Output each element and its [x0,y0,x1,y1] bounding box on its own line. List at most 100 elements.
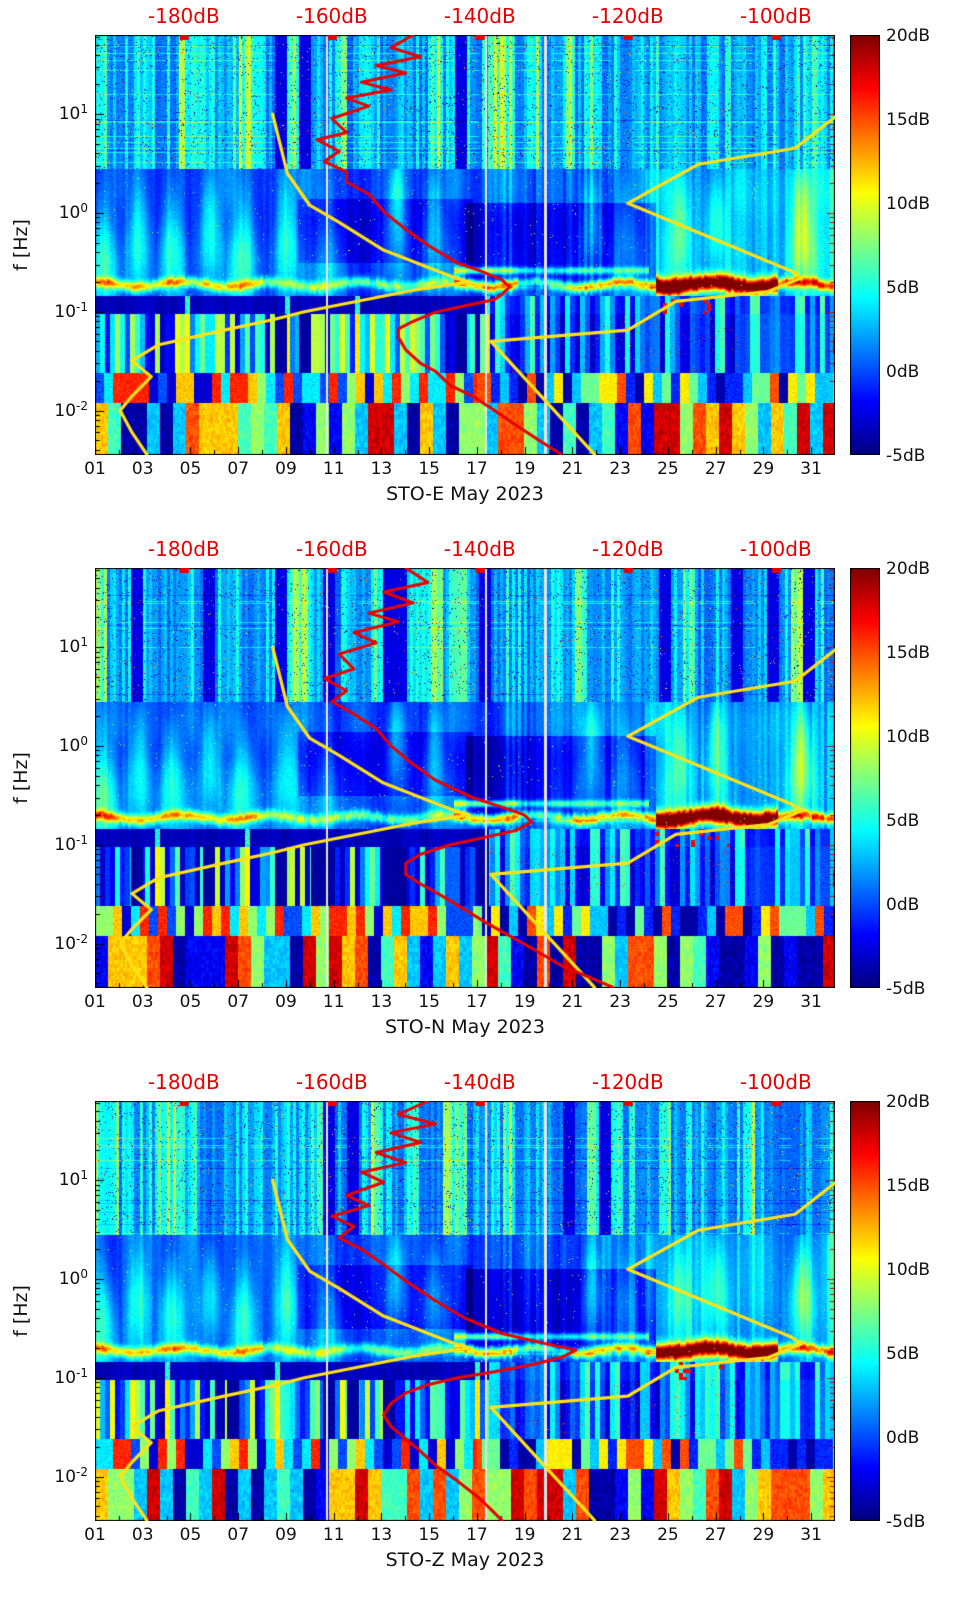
colorbar-tick-label: 0dB [886,1428,920,1448]
x-tick-label: 23 [609,459,631,479]
x-tick-label: 29 [752,1525,775,1545]
colorbar-tick-label: 5dB [886,278,920,298]
y-axis-label: f [Hz] [10,219,32,271]
x-tick-label: 09 [275,1525,297,1545]
x-tick-label: 23 [609,1525,631,1545]
x-tick-label: 03 [131,1525,154,1545]
top-db-tick-label: -100dB [739,537,812,561]
y-tick-label: 100 [58,733,88,756]
y-tick-label: 10-2 [54,1464,88,1487]
x-tick-label: 31 [800,1525,822,1545]
colorbar [850,35,880,455]
y-axis-label: f [Hz] [10,1285,32,1337]
x-tick-label: 29 [752,459,775,479]
colorbar-tick-label: 5dB [886,1344,920,1364]
panel-title: STO-E May 2023 [386,483,544,505]
colorbar-tick-label: 10dB [886,727,931,747]
x-tick-label: 09 [275,992,297,1012]
x-tick-label: 09 [275,459,297,479]
y-tick-label: 101 [58,1168,88,1190]
colorbar-tick-label: 10dB [886,1260,931,1280]
top-db-tick-label: -140dB [443,4,516,28]
top-db-tick-label: -180dB [147,4,220,28]
top-db-tick-label: -140dB [443,1070,516,1094]
top-db-tick-label: -160dB [295,4,368,28]
panel-sto-e: -180dB -160dB -140dB -120dB -100dB f [Hz] 10… [0,0,962,533]
top-db-tick-label: -120dB [591,1070,664,1094]
x-tick-label: 05 [179,992,202,1012]
colorbar [850,1101,880,1521]
y-tick-label: 100 [58,1266,88,1289]
colorbar-tick-label: 20dB [886,26,931,46]
x-tick-label: 07 [227,459,250,479]
x-tick-label: 23 [609,992,631,1012]
y-tick-label: 101 [58,635,88,657]
x-tick-label: 29 [752,992,775,1012]
y-tick-label: 10-2 [54,931,88,954]
x-tick-label: 27 [704,1525,727,1545]
x-tick-label: 19 [513,1525,536,1545]
y-tick-label: 10-1 [54,299,88,322]
x-tick-label: 19 [513,992,536,1012]
x-tick-label: 17 [466,459,488,479]
top-db-tick-label: -120dB [591,4,664,28]
spectrogram-canvas-z [95,1101,835,1521]
panel-sto-z: -180dB -160dB -140dB -120dB -100dB f [Hz] 10… [0,1066,962,1599]
colorbar-tick-label: 0dB [886,895,920,915]
top-db-tick-label: -180dB [147,1070,220,1094]
x-tick-label: 15 [418,459,441,479]
y-tick-label: 10-1 [54,1365,88,1388]
top-db-tick-label: -160dB [295,1070,368,1094]
x-tick-label: 03 [131,992,154,1012]
top-db-tick-label: -120dB [591,537,664,561]
y-tick-label: 10-1 [54,832,88,855]
x-tick-label: 11 [322,992,345,1012]
colorbar-tick-label: 20dB [886,1092,931,1112]
y-tick-label: 100 [58,200,88,223]
x-tick-label: 21 [561,459,584,479]
x-tick-label: 15 [418,992,441,1012]
colorbar [850,568,880,988]
colorbar-tick-label: 0dB [886,362,920,382]
x-tick-label: 05 [179,1525,202,1545]
colorbar-tick-label: 15dB [886,110,931,130]
panel-title: STO-Z May 2023 [385,1549,545,1571]
colorbar-tick-label: 15dB [886,1176,931,1196]
x-tick-label: 25 [657,459,679,479]
top-db-tick-label: -180dB [147,537,220,561]
x-tick-label: 19 [513,459,536,479]
top-db-tick-label: -100dB [739,1070,812,1094]
x-tick-label: 01 [84,1525,106,1545]
x-tick-label: 11 [322,1525,345,1545]
panel-title: STO-N May 2023 [385,1016,545,1038]
y-tick-label: 10-2 [54,398,88,421]
x-tick-label: 27 [704,992,727,1012]
x-tick-label: 17 [466,992,488,1012]
top-db-tick-label: -140dB [443,537,516,561]
x-tick-label: 07 [227,1525,250,1545]
x-tick-label: 31 [800,459,822,479]
panel-sto-n: -180dB -160dB -140dB -120dB -100dB f [Hz] 10… [0,533,962,1066]
colorbar-tick-label: -5dB [886,446,926,466]
colorbar-tick-label: 5dB [886,811,920,831]
top-db-tick-label: -160dB [295,537,368,561]
colorbar-tick-label: -5dB [886,1512,926,1532]
colorbar-tick-label: -5dB [886,979,926,999]
x-tick-label: 13 [370,1525,393,1545]
x-tick-label: 21 [561,1525,584,1545]
x-tick-label: 25 [657,1525,679,1545]
x-tick-label: 27 [704,459,727,479]
x-tick-label: 07 [227,992,250,1012]
x-tick-label: 11 [322,459,345,479]
x-tick-label: 15 [418,1525,441,1545]
colorbar-tick-label: 20dB [886,559,931,579]
x-tick-label: 03 [131,459,154,479]
spectrogram-canvas-n [95,568,835,988]
x-tick-label: 05 [179,459,202,479]
x-tick-label: 01 [84,459,106,479]
x-tick-label: 25 [657,992,679,1012]
spectrogram-canvas-e [95,35,835,455]
x-tick-label: 17 [466,1525,488,1545]
y-axis-label: f [Hz] [10,752,32,804]
